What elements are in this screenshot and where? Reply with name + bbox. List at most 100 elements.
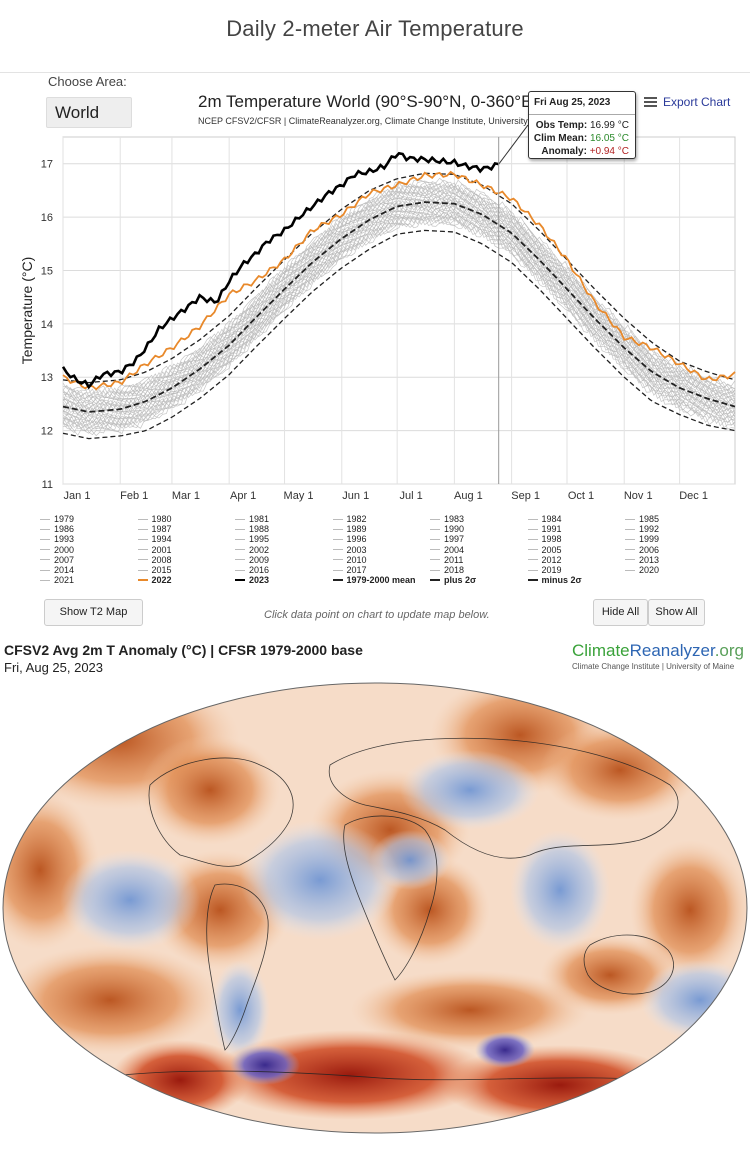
legend-item[interactable]: 1979-2000 mean [332, 575, 416, 585]
africa-outline [343, 815, 438, 981]
legend-item[interactable]: 2017 [332, 565, 367, 575]
legend-swatch [137, 569, 148, 571]
temperature-chart[interactable]: 11 12 13 14 15 16 17 Jan 1 Feb 1 Mar 1 Apr 1 May 1 J… [0, 0, 750, 510]
year-2023-line [61, 151, 499, 390]
legend-item[interactable]: 2005 [527, 545, 562, 555]
legend-item[interactable]: 2018 [430, 565, 464, 575]
legend-label: 2017 [346, 565, 367, 575]
legend-item[interactable]: 2009 [235, 555, 269, 565]
legend-item[interactable]: minus 2σ [527, 575, 582, 586]
legend-item[interactable]: 2013 [625, 555, 659, 565]
legend-item[interactable]: 2006 [625, 545, 659, 555]
legend-swatch [430, 528, 440, 530]
legend-swatch [235, 559, 245, 561]
y-tick-label: 14 [41, 319, 53, 331]
legend-item[interactable]: 2019 [527, 565, 562, 575]
plot-area [62, 136, 736, 485]
legend-label: 1985 [639, 514, 660, 524]
legend-item[interactable]: 2011 [430, 555, 463, 565]
legend-swatch [430, 538, 440, 540]
year-line [62, 213, 736, 432]
y-tick-label: 13 [41, 372, 53, 384]
legend-item[interactable]: 2020 [625, 565, 659, 575]
legend-item[interactable]: 2003 [332, 545, 367, 555]
legend-label: 1990 [444, 524, 465, 535]
legend-swatch [625, 569, 635, 571]
tooltip-pointer [498, 124, 529, 165]
legend-item[interactable]: 1996 [332, 534, 367, 544]
legend-swatch [625, 518, 635, 520]
choose-area-label: Choose Area: [48, 74, 127, 89]
legend-swatch [625, 559, 635, 561]
legend-item[interactable]: 1995 [235, 534, 269, 544]
anomaly-region [3, 945, 220, 1055]
legend-item[interactable]: 1999 [625, 534, 659, 544]
anomaly-region [230, 1045, 300, 1085]
legend-item[interactable]: 1998 [527, 534, 562, 544]
legend-label: 1991 [541, 524, 562, 535]
legend-item[interactable]: 1997 [430, 534, 464, 544]
legend-label: 2011 [444, 554, 464, 565]
legend-item[interactable]: 1993 [40, 534, 74, 544]
legend-item[interactable]: 1989 [332, 524, 367, 535]
legend-label: 1980 [151, 514, 172, 524]
legend-item[interactable]: 2008 [137, 554, 172, 565]
legend-item[interactable]: 2014 [40, 565, 74, 575]
legend-item[interactable]: 1991 [527, 524, 562, 535]
legend-item[interactable]: 1988 [235, 524, 269, 534]
legend-label: 2008 [151, 554, 172, 565]
legend-swatch [527, 559, 538, 561]
tooltip-anom-value: +0.94 °C [589, 146, 629, 157]
year-line [62, 204, 736, 425]
legend-label: minus 2σ [541, 575, 582, 586]
legend-item[interactable]: 1994 [137, 534, 172, 545]
year-line [62, 189, 736, 411]
legend-item[interactable]: 1990 [430, 524, 464, 534]
south-america-outline [206, 883, 269, 1051]
legend-item[interactable]: 1981 [235, 514, 269, 524]
legend-item[interactable]: 2004 [430, 545, 464, 555]
hide-all-button[interactable]: Hide All [593, 599, 648, 626]
show-all-button[interactable]: Show All [648, 599, 705, 626]
legend-label: 1994 [151, 534, 172, 545]
x-tick-label: Jul 1 [400, 490, 423, 502]
legend-item[interactable]: 2000 [40, 545, 74, 555]
legend-item[interactable]: 2001 [137, 545, 172, 555]
legend-item[interactable]: 1986 [40, 524, 74, 534]
anomaly-map[interactable] [0, 680, 750, 1140]
legend-swatch [40, 528, 50, 530]
legend-item[interactable]: 1987 [137, 524, 172, 534]
legend-item[interactable]: 2015 [137, 565, 172, 575]
show-t2-map-button[interactable]: Show T2 Map [44, 599, 143, 626]
legend-item[interactable]: 2022 [137, 575, 172, 585]
legend-item[interactable]: plus 2σ [430, 575, 476, 585]
legend-item[interactable]: 2023 [235, 575, 269, 585]
legend-item[interactable]: 2012 [527, 555, 562, 565]
legend-item[interactable]: 2021 [40, 575, 74, 585]
legend-item[interactable]: 2016 [235, 565, 269, 575]
legend-item[interactable]: 1982 [332, 514, 367, 524]
legend-item[interactable]: 2007 [40, 555, 74, 565]
export-chart-button[interactable]: Export Chart [644, 95, 730, 109]
legend-label: 1989 [346, 524, 367, 535]
legend-item[interactable]: 1984 [527, 514, 562, 524]
x-tick-label: Apr 1 [230, 490, 256, 502]
legend-swatch [137, 538, 148, 540]
legend-item[interactable]: 1992 [625, 524, 659, 534]
tooltip-clim-label: Clim Mean: [533, 133, 588, 144]
area-select[interactable]: World [46, 97, 132, 128]
north-america-outline [148, 757, 294, 867]
legend-item[interactable]: 1985 [625, 514, 659, 524]
legend-item[interactable]: 1980 [137, 514, 172, 524]
brand-part-climate: Climate [572, 641, 630, 660]
y-tick-label: 17 [41, 159, 53, 171]
legend-item[interactable]: 1983 [430, 514, 464, 524]
legend-item[interactable]: 1979 [40, 514, 74, 524]
legend-swatch [40, 538, 50, 540]
legend-label: 1999 [639, 534, 660, 545]
legend-item[interactable]: 2010 [332, 555, 367, 565]
legend-swatch [430, 559, 440, 561]
legend-item[interactable]: 2002 [235, 545, 269, 555]
legend-swatch [40, 579, 50, 581]
legend-label: 2004 [444, 544, 465, 555]
